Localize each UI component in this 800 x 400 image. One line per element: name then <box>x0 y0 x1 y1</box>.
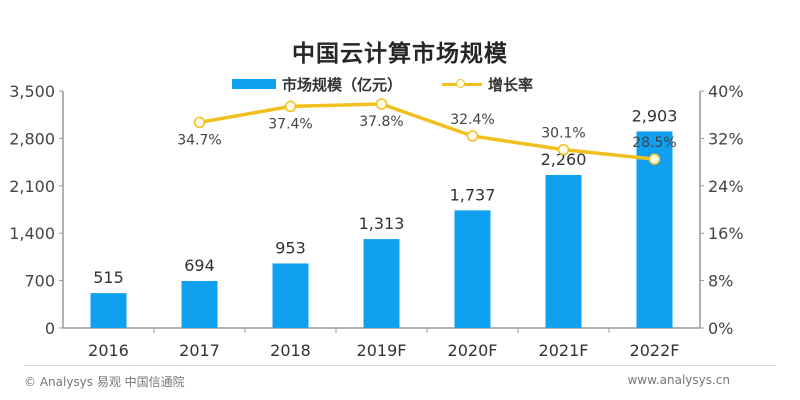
chart-title: 中国云计算市场规模 <box>292 41 508 67</box>
bar <box>363 239 400 328</box>
growth-rate-label: 37.4% <box>268 116 312 132</box>
right-axis-tick-label: 24% <box>708 177 744 196</box>
left-axis-tick-label: 2,800 <box>9 129 55 148</box>
bar <box>454 210 491 328</box>
x-axis-category-label: 2021F <box>539 341 589 360</box>
growth-rate-label: 30.1% <box>541 126 585 142</box>
x-axis-category-label: 2022F <box>630 341 680 360</box>
x-axis-category-label: 2016 <box>88 341 129 360</box>
growth-rate-marker <box>284 100 297 113</box>
bar-value-label: 1,313 <box>359 214 405 233</box>
bar-value-label: 2,260 <box>541 150 587 169</box>
legend-line-label: 增长率 <box>488 75 534 94</box>
left-axis-tick-label: 1,400 <box>9 224 55 243</box>
legend-bar-swatch <box>232 79 276 89</box>
bar-value-label: 694 <box>184 256 215 275</box>
left-axis-tick-label: 3,500 <box>9 82 55 101</box>
bar-value-label: 2,903 <box>632 106 678 125</box>
right-axis-tick-label: 0% <box>708 319 733 338</box>
bar <box>272 263 309 328</box>
legend-line-swatch <box>442 78 483 90</box>
right-axis-tick-label: 16% <box>708 224 744 243</box>
bar <box>181 281 218 328</box>
growth-rate-line <box>199 102 655 161</box>
left-axis-tick-label: 2,100 <box>9 177 55 196</box>
legend-bar-label: 市场规模（亿元） <box>282 75 403 94</box>
legend: 市场规模（亿元） 增长率 <box>232 74 533 94</box>
bar <box>90 293 127 328</box>
growth-rate-label: 34.7% <box>177 132 221 148</box>
left-axis-tick-label: 700 <box>24 272 55 291</box>
growth-rate-marker <box>193 116 206 129</box>
footer-url: www.analysys.cn <box>627 373 730 387</box>
right-axis-tick-label: 40% <box>708 82 744 101</box>
footer-source: © Analysys 易观 中国信通院 <box>24 375 185 389</box>
growth-rate-label: 28.5% <box>632 135 676 151</box>
growth-rate-marker <box>557 143 570 156</box>
right-axis-tick-label: 32% <box>708 129 744 148</box>
x-axis-category-label: 2017 <box>179 341 220 360</box>
footer-divider <box>24 365 776 366</box>
bar-value-label: 1,737 <box>450 185 496 204</box>
growth-rate-marker <box>648 153 661 165</box>
growth-rate-label: 37.8% <box>359 114 403 130</box>
x-axis-category-label: 2018 <box>270 341 311 360</box>
growth-rate-label: 32.4% <box>450 112 494 128</box>
right-axis-tick-label: 8% <box>708 272 733 291</box>
bar-value-label: 515 <box>93 268 124 287</box>
growth-rate-marker <box>466 130 479 142</box>
left-axis-tick-label: 0 <box>45 319 55 338</box>
growth-rate-marker <box>375 98 388 110</box>
bar-value-label: 953 <box>275 238 306 257</box>
bar <box>545 174 582 328</box>
x-axis-category-label: 2020F <box>448 341 498 360</box>
x-axis-category-label: 2019F <box>357 341 407 360</box>
